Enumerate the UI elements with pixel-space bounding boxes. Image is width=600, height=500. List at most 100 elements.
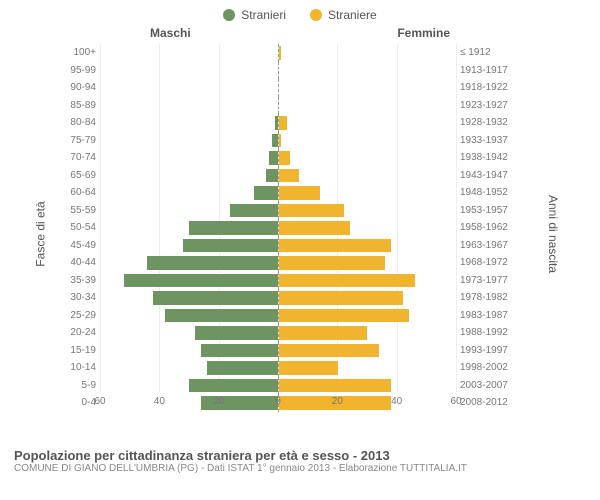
male-half — [100, 79, 279, 97]
female-half — [279, 132, 457, 150]
bar-female — [279, 291, 403, 305]
pyramid-row: 45-49 1963-1967 — [60, 237, 516, 255]
male-half — [100, 184, 279, 202]
bar-male — [269, 151, 278, 165]
age-tick: 80-84 — [60, 117, 100, 128]
male-half — [100, 324, 279, 342]
x-axis: 6040200204060 — [100, 394, 456, 414]
column-title-male: Maschi — [150, 26, 191, 40]
bar-male — [266, 169, 278, 183]
male-half — [100, 307, 279, 325]
birth-tick: 1963-1967 — [456, 240, 516, 251]
pyramid-row: 10-14 1998-2002 — [60, 359, 516, 377]
pyramid-row: 40-441968-1972 — [60, 254, 516, 272]
pyramid-row: 80-84 1928-1932 — [60, 114, 516, 132]
birth-tick: 1978-1982 — [456, 292, 516, 303]
bar-male — [275, 116, 278, 130]
pyramid-row: 75-791933-1937 — [60, 132, 516, 150]
legend-male-label: Stranieri — [241, 8, 286, 22]
pyramid-row: 55-591953-1957 — [60, 202, 516, 220]
bar-female — [279, 274, 415, 288]
female-half — [279, 237, 457, 255]
chart-subtitle: COMUNE DI GIANO DELL'UMBRIA (PG) - Dati … — [14, 463, 586, 474]
birth-tick: 1993-1997 — [456, 345, 516, 356]
pyramid-row: 25-29 1983-1987 — [60, 307, 516, 325]
age-tick: 5-9 — [60, 380, 100, 391]
legend: Stranieri Straniere — [0, 0, 600, 24]
female-half — [279, 79, 457, 97]
legend-female: Straniere — [310, 8, 377, 22]
legend-female-label: Straniere — [328, 8, 377, 22]
age-tick: 20-24 — [60, 327, 100, 338]
male-half — [100, 289, 279, 307]
pyramid-row: 90-941918-1922 — [60, 79, 516, 97]
birth-tick: 1923-1927 — [456, 100, 516, 111]
legend-male: Stranieri — [223, 8, 286, 22]
birth-tick: 1913-1917 — [456, 65, 516, 76]
age-tick: 15-19 — [60, 345, 100, 356]
age-tick: 100+ — [60, 47, 100, 58]
pyramid-row: 65-69 1943-1947 — [60, 167, 516, 185]
female-half — [279, 272, 457, 290]
male-half — [100, 237, 279, 255]
age-tick: 50-54 — [60, 222, 100, 233]
x-tick: 40 — [154, 396, 165, 407]
female-half — [279, 44, 457, 62]
male-half — [100, 219, 279, 237]
male-half — [100, 202, 279, 220]
pyramid-row: 30-341978-1982 — [60, 289, 516, 307]
pyramid-row: 100+ ≤ 1912 — [60, 44, 516, 62]
bar-female — [279, 326, 368, 340]
bar-male — [183, 239, 278, 253]
birth-tick: 1938-1942 — [456, 152, 516, 163]
bar-male — [189, 221, 278, 235]
x-tick: 40 — [391, 396, 402, 407]
bar-female — [279, 186, 320, 200]
birth-tick: 1998-2002 — [456, 362, 516, 373]
male-half — [100, 342, 279, 360]
bar-male — [207, 361, 278, 375]
bar-male — [147, 256, 277, 270]
female-half — [279, 324, 457, 342]
age-tick: 85-89 — [60, 100, 100, 111]
birth-tick: 1943-1947 — [456, 170, 516, 181]
birth-tick: 1958-1962 — [456, 222, 516, 233]
x-tick: 20 — [332, 396, 343, 407]
yaxis-label-birth: Anni di nascita — [546, 195, 560, 273]
bar-male — [195, 326, 278, 340]
yaxis-label-age: Fasce di età — [34, 201, 48, 266]
female-half — [279, 359, 457, 377]
bar-female — [279, 361, 338, 375]
age-tick: 95-99 — [60, 65, 100, 76]
age-tick: 25-29 — [60, 310, 100, 321]
male-half — [100, 359, 279, 377]
age-tick: 65-69 — [60, 170, 100, 181]
x-tick: 20 — [213, 396, 224, 407]
female-half — [279, 114, 457, 132]
x-tick: 0 — [275, 396, 281, 407]
male-half — [100, 132, 279, 150]
swatch-female — [310, 9, 322, 21]
age-tick: 45-49 — [60, 240, 100, 251]
male-half — [100, 44, 279, 62]
birth-tick: 1983-1987 — [456, 310, 516, 321]
birth-tick: ≤ 1912 — [456, 47, 516, 58]
bar-female — [279, 134, 282, 148]
bar-female — [279, 221, 350, 235]
pyramid-row: 5-92003-2007 — [60, 377, 516, 395]
age-tick: 60-64 — [60, 187, 100, 198]
x-tick: 60 — [450, 396, 461, 407]
column-title-female: Femmine — [397, 26, 450, 40]
male-half — [100, 149, 279, 167]
bar-female — [279, 239, 391, 253]
age-tick: 10-14 — [60, 362, 100, 373]
x-tick: 60 — [94, 396, 105, 407]
bar-female — [279, 116, 288, 130]
bar-male — [201, 344, 278, 358]
female-half — [279, 184, 457, 202]
male-half — [100, 167, 279, 185]
birth-tick: 1928-1932 — [456, 117, 516, 128]
female-half — [279, 62, 457, 80]
female-half — [279, 219, 457, 237]
bar-female — [279, 46, 282, 60]
